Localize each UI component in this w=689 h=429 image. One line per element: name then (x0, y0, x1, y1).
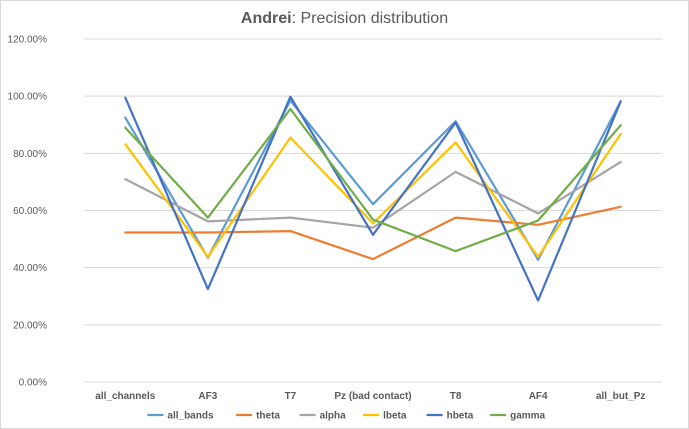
chart-title-rest: : Precision distribution (291, 10, 449, 27)
legend-label-lbeta: lbeta (383, 411, 407, 422)
y-tick-label: 80.00% (13, 149, 47, 160)
legend-label-all_bands: all_bands (167, 411, 214, 422)
legend-label-alpha: alpha (320, 411, 347, 422)
y-tick-label: 120.00% (8, 35, 48, 46)
x-tick-label: Pz (bad contact) (334, 391, 411, 402)
series-line-lbeta (124, 132, 622, 258)
series-line-theta (124, 205, 622, 261)
x-tick-label: AF4 (529, 391, 548, 402)
y-tick-label: 60.00% (13, 206, 47, 217)
legend-label-gamma: gamma (510, 411, 545, 422)
y-tick-label: 20.00% (13, 320, 47, 331)
x-tick-label: T8 (450, 391, 462, 402)
y-tick-label: 100.00% (8, 92, 48, 103)
chart-title: Andrei: Precision distribution (1, 9, 688, 29)
legend-label-hbeta: hbeta (447, 411, 474, 422)
chart-title-bold: Andrei (240, 10, 292, 27)
x-tick-label: all_but_Pz (596, 391, 645, 402)
y-tick-label: 0.00% (19, 378, 47, 389)
series-line-gamma (124, 107, 622, 253)
x-tick-label: T7 (285, 391, 297, 402)
y-tick-label: 40.00% (13, 263, 47, 274)
series-line-alpha (124, 160, 622, 229)
x-tick-label: AF3 (198, 391, 217, 402)
x-tick-label: all_channels (95, 391, 155, 402)
series-line-hbeta (124, 95, 622, 302)
legend-label-theta: theta (256, 411, 280, 422)
